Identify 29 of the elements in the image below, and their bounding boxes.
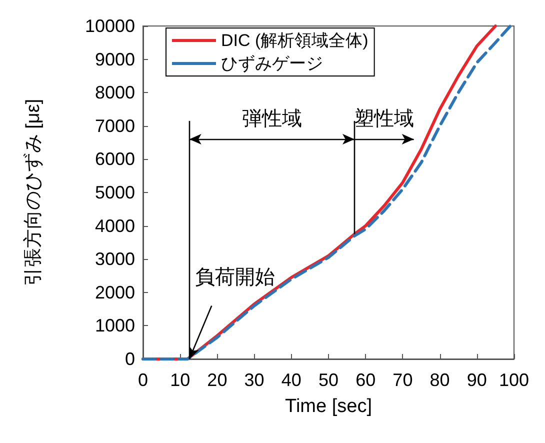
x-tick-label: 10 [170,370,190,390]
y-tick-label: 5000 [94,182,135,202]
y-tick-label: 7000 [94,116,135,136]
y-tick-label: 8000 [94,82,135,103]
x-tick-label: 30 [244,370,264,390]
x-tick-label: 40 [281,370,302,390]
x-tick-label: 90 [466,370,487,390]
x-tick-label: 0 [138,370,148,390]
x-tick-label: 60 [356,370,376,390]
x-tick-label: 100 [498,370,530,390]
y-tick-label: 0 [124,349,135,369]
annotation: 塑性域 [354,107,414,130]
x-tick-label: 70 [392,370,413,390]
y-tick-label: 1000 [94,316,135,336]
x-tick-label: 20 [207,370,228,390]
annotation: 弾性域 [242,108,302,130]
y-axis-title: 引張方向のひずみ [με] [22,98,44,286]
y-tick-label: 3000 [94,249,135,270]
annotation: 負荷開始 [195,266,276,288]
x-tick-label: 50 [318,370,339,390]
y-tick-label: 10000 [84,16,135,36]
x-axis-title: Time [sec] [285,396,372,417]
legend-label: DIC (解析領域全体) [221,31,368,50]
legend-label: ひずみゲージ [221,54,323,73]
y-tick-label: 6000 [94,149,135,170]
x-tick-label: 80 [430,370,450,390]
y-tick-label: 9000 [94,49,135,70]
y-tick-label: 2000 [94,282,135,302]
y-tick-label: 4000 [94,216,135,236]
